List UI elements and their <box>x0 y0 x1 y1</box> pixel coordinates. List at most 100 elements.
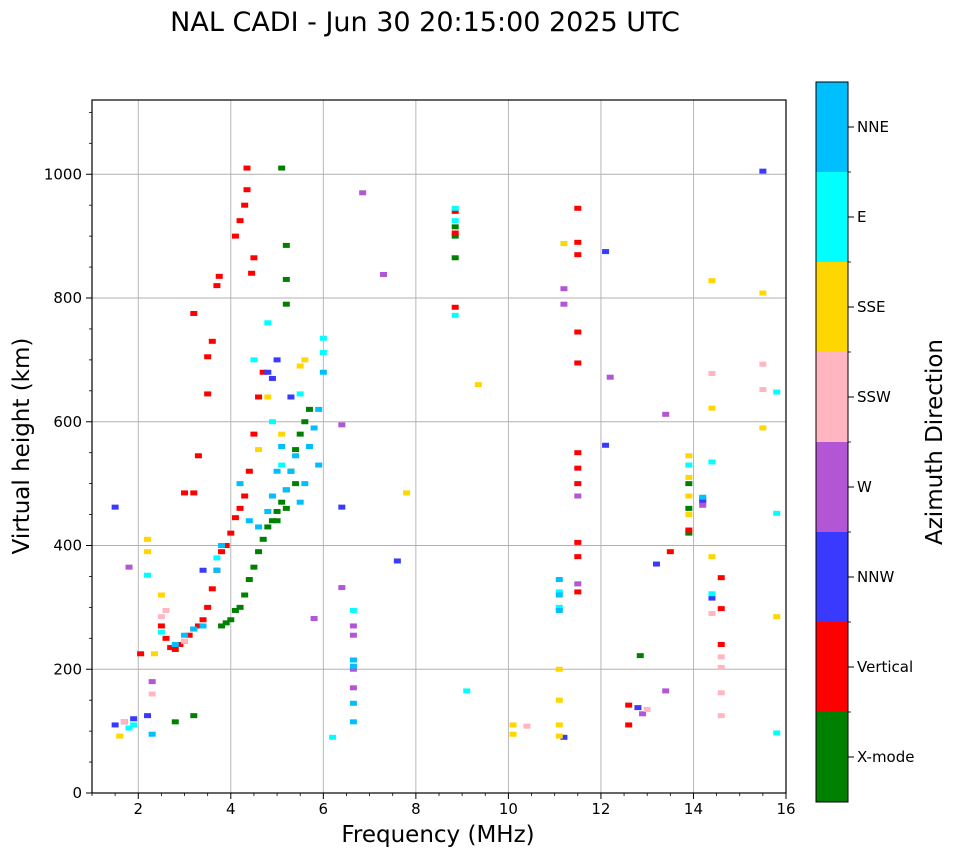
data-point <box>171 642 179 647</box>
data-point <box>338 504 346 510</box>
y-axis-label: Virtual height (km) <box>9 338 35 555</box>
data-point <box>144 713 152 719</box>
x-axis-label: Frequency (MHz) <box>341 822 534 848</box>
data-point <box>773 389 781 395</box>
series-e <box>125 205 781 740</box>
data-point <box>759 425 767 431</box>
data-point <box>213 567 221 573</box>
data-point <box>708 370 716 376</box>
data-point <box>708 459 716 465</box>
data-point <box>451 233 459 239</box>
plot-border <box>91 99 787 794</box>
colorbar-tick-label: W <box>857 478 872 496</box>
data-point <box>574 581 582 587</box>
plot-area: 2 4 6 8 10 12 14 16 0 200 400 600 800 1000 <box>44 99 796 818</box>
data-point <box>190 626 198 632</box>
data-point <box>717 664 725 670</box>
data-point <box>451 208 459 214</box>
data-point <box>574 493 582 499</box>
y-tick-label: 600 <box>53 413 82 431</box>
data-point <box>264 524 272 530</box>
y-tick-label: 0 <box>72 784 82 802</box>
data-point <box>708 595 716 601</box>
data-point <box>625 722 633 728</box>
data-point <box>574 239 582 245</box>
data-point <box>199 567 207 573</box>
data-point <box>292 447 300 453</box>
data-point <box>759 361 767 367</box>
data-point <box>451 218 459 224</box>
data-point <box>278 431 286 437</box>
data-point <box>393 558 401 564</box>
data-point <box>282 505 290 511</box>
data-point <box>215 273 223 279</box>
data-point <box>116 733 124 739</box>
colorbar-swatch-nnw <box>816 532 848 622</box>
data-point <box>574 360 582 366</box>
data-point <box>699 494 707 500</box>
data-point <box>451 224 459 230</box>
data-point <box>463 688 471 694</box>
data-point <box>167 645 175 651</box>
plot-background <box>92 100 786 793</box>
data-point <box>349 685 357 691</box>
data-point <box>218 623 226 629</box>
y-tick-label: 200 <box>53 660 82 678</box>
data-point <box>574 539 582 545</box>
data-point <box>662 688 670 694</box>
data-point <box>181 638 189 644</box>
data-point <box>264 320 272 326</box>
data-point <box>213 555 221 561</box>
colorbar-tick-label: NNE <box>857 118 889 136</box>
data-point <box>773 730 781 736</box>
data-point <box>130 716 138 722</box>
y-tick-label: 1000 <box>44 165 82 183</box>
colorbar-tick-label: E <box>857 208 866 226</box>
data-point <box>111 504 119 510</box>
data-point <box>181 632 189 638</box>
data-point <box>125 725 133 731</box>
data-point <box>241 202 249 208</box>
colorbar-swatch-x-mode <box>816 712 848 802</box>
data-point <box>555 607 563 613</box>
data-point <box>662 411 670 417</box>
x-tick-label: 14 <box>684 800 703 818</box>
data-point <box>243 187 251 193</box>
data-point <box>329 734 337 740</box>
data-point <box>652 561 660 567</box>
data-point <box>301 481 309 487</box>
x-tick-label: 6 <box>319 800 329 818</box>
data-point <box>231 233 239 239</box>
data-point <box>685 481 693 487</box>
data-point <box>685 453 693 459</box>
data-point <box>255 394 263 400</box>
data-point <box>157 629 165 635</box>
data-point <box>278 462 286 468</box>
data-point <box>292 481 300 487</box>
data-point <box>185 632 193 638</box>
data-point <box>162 635 170 641</box>
data-point <box>338 585 346 591</box>
data-point <box>699 502 707 508</box>
data-point <box>148 691 156 697</box>
data-point <box>685 493 693 499</box>
data-point <box>268 419 276 425</box>
data-point <box>204 391 212 397</box>
data-point <box>204 354 212 360</box>
data-point <box>319 369 327 375</box>
data-point <box>296 499 304 505</box>
data-point <box>218 549 226 555</box>
series-w <box>125 190 707 717</box>
data-point <box>204 604 212 610</box>
data-point <box>222 620 230 626</box>
data-point <box>708 591 716 597</box>
data-point <box>403 490 411 496</box>
data-point <box>574 481 582 487</box>
x-tick-label: 12 <box>591 800 610 818</box>
data-point <box>509 731 517 737</box>
data-point <box>282 301 290 307</box>
data-point <box>759 290 767 296</box>
data-point <box>305 406 313 412</box>
data-point <box>319 349 327 355</box>
